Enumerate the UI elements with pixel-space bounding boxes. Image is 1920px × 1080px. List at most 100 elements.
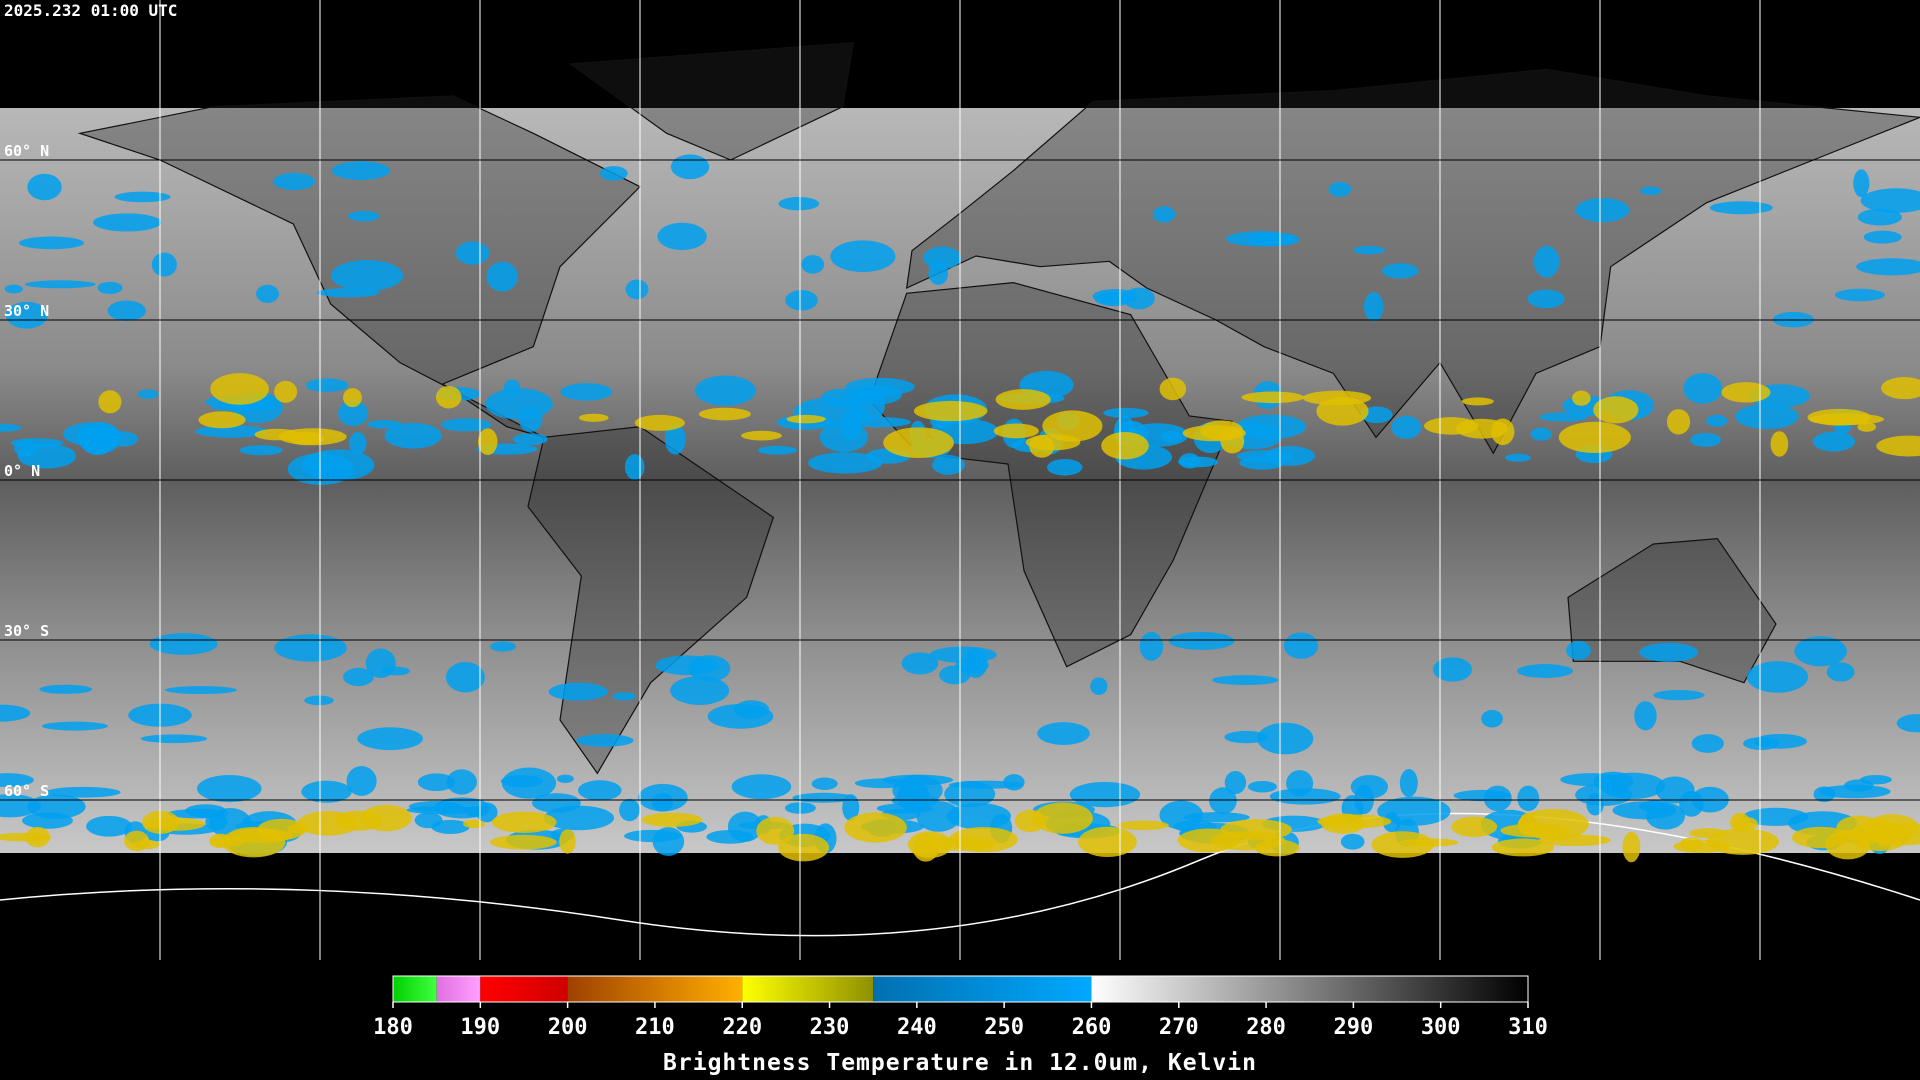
cloud [503,379,521,397]
cloud [1328,181,1352,197]
cloud [45,786,121,798]
cloud [445,661,485,693]
cloud [1586,792,1604,816]
cloud [366,420,402,429]
cloud [1047,458,1083,476]
cloud [1381,263,1419,279]
cloud [830,240,896,273]
cloud [239,445,283,456]
cloud [698,407,751,421]
cloud [1812,431,1856,452]
cloud [301,780,352,803]
colorbar-tick-label: 260 [1072,1015,1112,1040]
cloud [330,260,404,292]
cloud [1857,422,1877,432]
cloud [198,411,246,429]
cloud [414,812,443,829]
cloud [1364,292,1384,322]
coastline [568,42,855,161]
cloud [756,816,795,845]
cloud [1103,407,1149,419]
cloud [1612,801,1677,820]
cloud [1183,812,1250,823]
cloud [1101,431,1149,460]
cloud [1533,245,1560,278]
cloud [1600,772,1665,799]
colorbar-segment [873,976,1092,1002]
cloud [600,166,628,181]
cloud [256,284,280,303]
cloud [1826,662,1855,682]
cloud [707,703,774,729]
cloud [1742,807,1809,826]
cloud [1481,709,1503,728]
cloud [664,424,686,455]
cloud [1709,201,1773,215]
cloud [1182,424,1246,442]
cloud [1241,391,1305,404]
cloud [360,804,412,832]
cloud [500,775,544,788]
cloud [929,646,997,663]
cloud [670,676,730,706]
cloud [42,721,108,731]
latitude-label: 0° N [4,462,40,480]
cloud [1517,785,1540,812]
cloud [1320,813,1366,834]
cloud [1572,390,1591,406]
cloud [357,727,423,751]
cloud [151,252,177,277]
latitude-label: 60° S [4,782,49,800]
cloud [1094,291,1134,307]
cloud [913,400,988,422]
cloud [1139,631,1164,661]
cloud [1791,826,1850,849]
colorbar-tick-label: 290 [1334,1015,1374,1040]
cloud [210,373,269,405]
cloud [287,824,310,834]
cloud [1653,690,1705,701]
cloud [1399,769,1418,798]
cloud [93,213,162,232]
cloud [1527,289,1565,309]
cloud [741,430,782,441]
cloud [24,280,96,289]
cloud [1220,819,1292,841]
latitude-label: 30° N [4,302,49,320]
cloud [98,390,122,414]
cloud [634,414,685,431]
cloud [883,427,954,459]
cloud [317,287,380,298]
cloud [489,834,557,850]
cloud [811,777,838,790]
cloud [657,222,707,251]
cloud [1117,820,1169,831]
colorbar-segment [567,976,743,1002]
cloud [1209,787,1237,815]
cloud [819,422,869,453]
cloud [0,423,23,432]
colorbar-segment [480,976,568,1002]
cloud [406,805,482,815]
cloud [1316,396,1369,426]
colorbar-label: Brightness Temperature in 12.0um, Kelvin [663,1050,1257,1076]
cloud [1558,421,1631,454]
cloud [4,284,23,294]
cloud [1753,733,1807,749]
cloud [1530,427,1552,441]
cloud [688,655,731,682]
cloud [1881,377,1920,400]
cloud [670,154,710,180]
cloud [1353,245,1385,255]
cloud [1539,412,1588,422]
cloud [137,389,159,399]
cloud [1078,826,1137,857]
cloud [1639,642,1699,662]
cloud [1575,198,1630,223]
cloud [578,413,609,422]
cloud [22,812,73,829]
cloud [384,422,442,449]
cloud [142,810,180,834]
cloud [478,428,498,455]
